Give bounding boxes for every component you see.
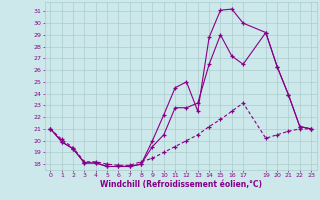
X-axis label: Windchill (Refroidissement éolien,°C): Windchill (Refroidissement éolien,°C) (100, 180, 262, 189)
